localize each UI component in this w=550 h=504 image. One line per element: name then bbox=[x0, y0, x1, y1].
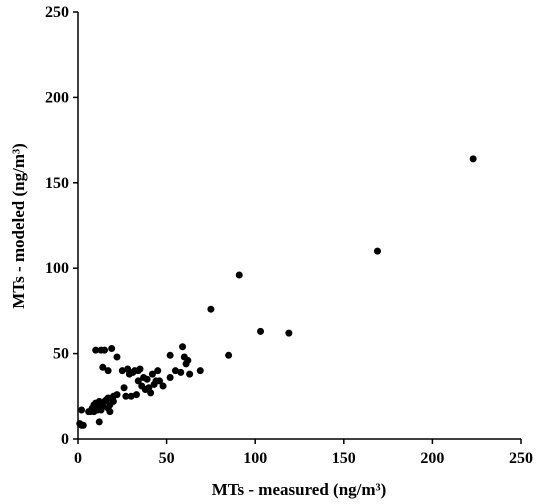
data-point bbox=[177, 368, 185, 376]
y-axis-title: MTs - modeled (ng/m³) bbox=[9, 143, 28, 309]
data-point bbox=[235, 271, 243, 279]
data-point bbox=[132, 391, 140, 399]
data-point bbox=[106, 408, 114, 416]
data-point bbox=[154, 367, 162, 375]
data-point bbox=[147, 389, 155, 397]
x-tick-label: 250 bbox=[509, 450, 533, 467]
data-point bbox=[148, 370, 156, 378]
data-point bbox=[118, 367, 126, 375]
ticks: 0 50 100 150 200 250 0 50 100 150 200 250 bbox=[45, 4, 533, 467]
data-point bbox=[127, 392, 135, 400]
data-point bbox=[108, 344, 116, 352]
data-point bbox=[104, 394, 112, 402]
y-tick-label: 150 bbox=[45, 175, 69, 192]
data-point bbox=[469, 155, 477, 163]
data-point bbox=[166, 374, 174, 382]
data-point bbox=[95, 418, 103, 426]
data-point bbox=[179, 343, 187, 351]
data-point bbox=[225, 351, 233, 359]
x-tick-label: 0 bbox=[74, 450, 82, 467]
y-tick-label: 250 bbox=[45, 4, 69, 21]
data-point bbox=[373, 247, 381, 255]
data-point bbox=[166, 351, 174, 359]
y-tick-label: 200 bbox=[45, 89, 69, 106]
data-point bbox=[186, 370, 194, 378]
x-tick-label: 150 bbox=[332, 450, 356, 467]
x-axis-title: MTs - measured (ng/m³) bbox=[212, 480, 387, 499]
data-points bbox=[76, 155, 477, 429]
data-point bbox=[136, 365, 144, 373]
data-point bbox=[120, 384, 128, 392]
x-tick-label: 200 bbox=[420, 450, 444, 467]
x-tick-label: 50 bbox=[159, 450, 175, 467]
data-point bbox=[122, 392, 130, 400]
data-point bbox=[159, 382, 167, 390]
x-tick-label: 100 bbox=[243, 450, 267, 467]
data-point bbox=[95, 397, 103, 405]
data-point bbox=[113, 353, 121, 361]
data-point bbox=[79, 421, 87, 429]
data-point bbox=[78, 406, 86, 414]
data-point bbox=[104, 367, 112, 375]
data-point bbox=[171, 367, 179, 375]
data-point bbox=[143, 375, 151, 383]
data-point bbox=[113, 391, 121, 399]
y-tick-label: 0 bbox=[61, 431, 69, 448]
data-point bbox=[156, 377, 164, 385]
data-point bbox=[257, 327, 265, 335]
axes bbox=[77, 12, 521, 440]
data-point bbox=[184, 356, 192, 364]
data-point bbox=[285, 329, 293, 337]
data-point bbox=[101, 346, 109, 354]
data-point bbox=[196, 367, 204, 375]
y-tick-label: 50 bbox=[53, 346, 69, 363]
y-tick-label: 100 bbox=[45, 260, 69, 277]
data-point bbox=[207, 305, 215, 313]
data-point bbox=[92, 346, 100, 354]
data-point bbox=[99, 363, 107, 371]
data-point bbox=[134, 377, 142, 385]
data-point bbox=[109, 397, 117, 405]
